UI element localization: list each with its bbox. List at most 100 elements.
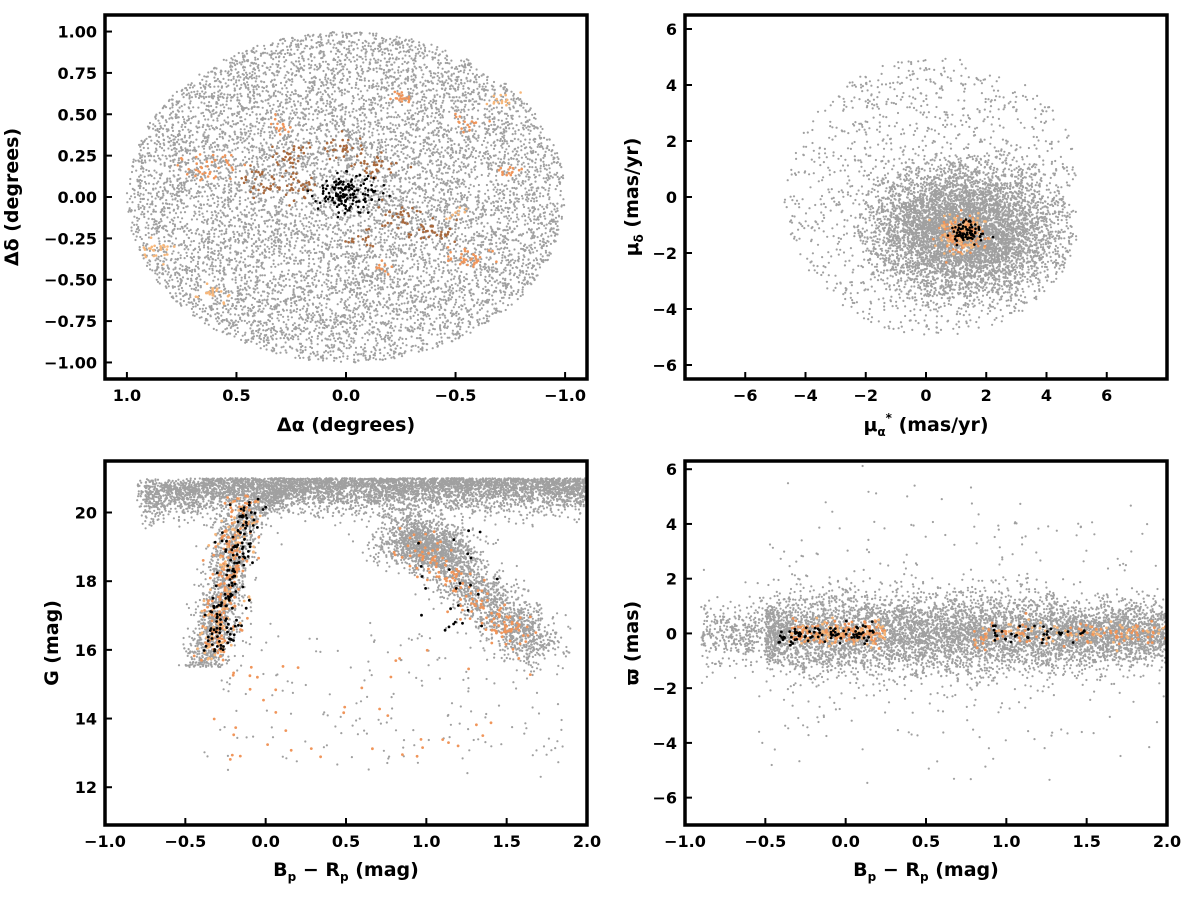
field-star-point	[401, 270, 403, 272]
field-star-point	[426, 149, 428, 151]
field-star-point	[228, 140, 230, 142]
field-star-point	[366, 305, 368, 307]
field-star-point	[385, 151, 387, 153]
field-star-point	[203, 246, 205, 248]
field-star-point	[501, 165, 503, 167]
field-star-point	[321, 290, 323, 292]
field-star-point	[308, 265, 310, 267]
field-star-point	[129, 178, 131, 180]
field-star-point	[407, 154, 409, 156]
field-star-point	[257, 132, 259, 134]
field-star-point	[518, 154, 520, 156]
field-star-point	[278, 320, 280, 322]
field-star-point	[263, 299, 265, 301]
field-star-point	[264, 222, 266, 224]
field-star-point	[300, 316, 302, 318]
field-star-point	[493, 124, 495, 126]
field-star-point	[279, 67, 281, 69]
field-star-point	[463, 71, 465, 73]
field-star-point	[213, 236, 215, 238]
field-star-point	[183, 118, 185, 120]
field-star-point	[345, 300, 347, 302]
field-star-point	[322, 359, 324, 361]
field-star-point	[254, 193, 256, 195]
field-star-point	[254, 59, 256, 61]
field-star-point	[203, 102, 205, 104]
field-star-point	[351, 138, 353, 140]
field-star-point	[239, 93, 241, 95]
field-star-point	[488, 275, 490, 277]
field-star-point	[250, 218, 252, 220]
field-star-point	[490, 144, 492, 146]
field-star-point	[524, 187, 526, 189]
field-star-point	[304, 35, 306, 37]
field-star-point	[288, 116, 290, 118]
field-star-point	[503, 269, 505, 271]
field-star-point	[153, 209, 155, 211]
field-star-point	[505, 118, 507, 120]
panel-sky-positions: 1.0 0.5 0.0 −0.5 −1.01.000.750.500.250.00−0.…	[1, 15, 587, 436]
field-star-point	[257, 310, 259, 312]
sky-points	[126, 31, 565, 363]
field-star-point	[394, 81, 396, 83]
field-star-point	[439, 156, 441, 158]
field-star-point	[216, 117, 218, 119]
field-star-point	[403, 284, 405, 286]
field-star-point	[216, 170, 218, 172]
field-star-point	[312, 238, 314, 240]
field-star-point	[263, 345, 265, 347]
field-star-point	[147, 262, 149, 264]
field-star-point	[351, 252, 353, 254]
field-star-point	[494, 195, 496, 197]
field-star-point	[332, 145, 334, 147]
field-star-point	[391, 327, 393, 329]
field-star-point	[389, 139, 391, 141]
field-star-point	[221, 230, 223, 232]
field-star-point	[398, 304, 400, 306]
field-star-point	[210, 125, 212, 127]
field-star-point	[211, 240, 213, 242]
field-star-point	[447, 82, 449, 84]
field-star-point	[375, 60, 377, 62]
field-star-point	[358, 305, 360, 307]
field-star-point	[175, 148, 177, 150]
field-star-point	[269, 235, 271, 237]
field-star-point	[235, 166, 237, 168]
field-star-point	[504, 294, 506, 296]
field-star-point	[383, 69, 385, 71]
field-star-point	[467, 73, 469, 75]
field-star-point	[177, 162, 179, 164]
field-star-point	[204, 155, 206, 157]
field-star-point	[470, 122, 472, 124]
field-star-point	[350, 214, 352, 216]
field-star-point	[514, 260, 516, 262]
field-star-point	[406, 297, 408, 299]
field-star-point	[362, 355, 364, 357]
field-star-point	[539, 167, 541, 169]
field-star-point	[479, 309, 481, 311]
field-star-point	[337, 257, 339, 259]
field-star-point	[436, 334, 438, 336]
field-star-point	[291, 109, 293, 111]
field-star-point	[196, 218, 198, 220]
field-star-point	[311, 336, 313, 338]
field-star-point	[335, 47, 337, 49]
field-star-point	[271, 108, 273, 110]
field-star-point	[172, 95, 174, 97]
field-star-point	[216, 149, 218, 151]
field-star-point	[479, 261, 481, 263]
field-star-point	[173, 148, 175, 150]
field-star-point	[471, 151, 473, 153]
field-star-point	[252, 266, 254, 268]
field-star-point	[360, 76, 362, 78]
field-star-point	[333, 44, 335, 46]
field-star-point	[441, 114, 443, 116]
field-star-point	[278, 60, 280, 62]
field-star-point	[539, 240, 541, 242]
field-star-point	[408, 112, 410, 114]
field-star-point	[223, 238, 225, 240]
field-star-point	[292, 117, 294, 119]
field-star-point	[513, 97, 515, 99]
field-star-point	[166, 216, 168, 218]
field-star-point	[383, 355, 385, 357]
